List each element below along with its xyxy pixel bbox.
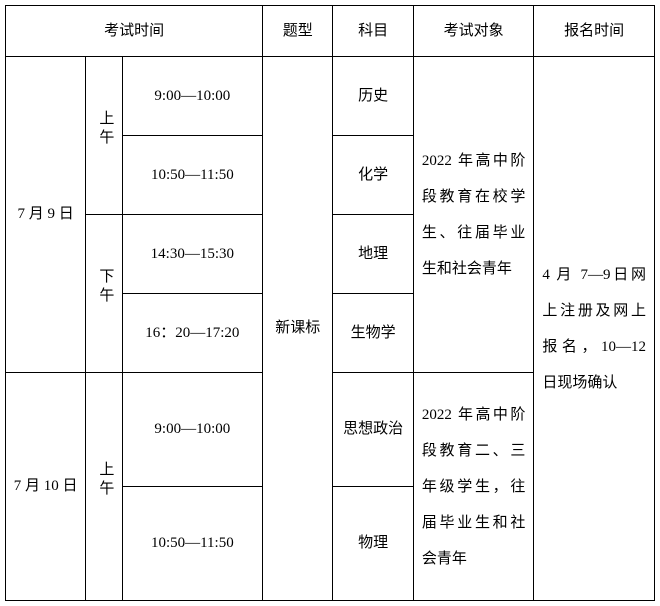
header-exam-target: 考试对象 <box>413 6 534 57</box>
day1-am: 上午 <box>86 57 122 215</box>
header-exam-time: 考试时间 <box>6 6 263 57</box>
day2-subj1: 思想政治 <box>333 373 413 487</box>
question-type-value: 新课标 <box>263 57 333 601</box>
day1-slot4-time: 16：20—17:20 <box>122 294 263 373</box>
day2-date: 7 月 10 日 <box>6 373 86 601</box>
day2-subj2: 物理 <box>333 487 413 601</box>
day1-slot1-time: 9:00—10:00 <box>122 57 263 136</box>
target2: 2022 年高中阶段教育二、三年级学生，往届毕业生和社会青年 <box>413 373 534 601</box>
day2-slot1-time: 9:00—10:00 <box>122 373 263 487</box>
day2-am: 上午 <box>86 373 122 601</box>
exam-schedule-table: 考试时间 题型 科目 考试对象 报名时间 7 月 9 日 上午 9:00—10:… <box>5 5 655 601</box>
day1-slot2-time: 10:50—11:50 <box>122 136 263 215</box>
day1-subj1: 历史 <box>333 57 413 136</box>
header-register-time: 报名时间 <box>534 6 655 57</box>
day1-subj2: 化学 <box>333 136 413 215</box>
table-header-row: 考试时间 题型 科目 考试对象 报名时间 <box>6 6 655 57</box>
day1-subj4: 生物学 <box>333 294 413 373</box>
day1-date: 7 月 9 日 <box>6 57 86 373</box>
target1: 2022 年高中阶段教育在校学生、往届毕业生和社会青年 <box>413 57 534 373</box>
header-subject: 科目 <box>333 6 413 57</box>
register-info: 4 月 7—9日网上注册及网上报名，10—12 日现场确认 <box>534 57 655 601</box>
day1-pm: 下午 <box>86 215 122 373</box>
header-question-type: 题型 <box>263 6 333 57</box>
table-row: 7 月 9 日 上午 9:00—10:00 新课标 历史 2022 年高中阶段教… <box>6 57 655 136</box>
day2-slot2-time: 10:50—11:50 <box>122 487 263 601</box>
day1-subj3: 地理 <box>333 215 413 294</box>
day1-slot3-time: 14:30—15:30 <box>122 215 263 294</box>
